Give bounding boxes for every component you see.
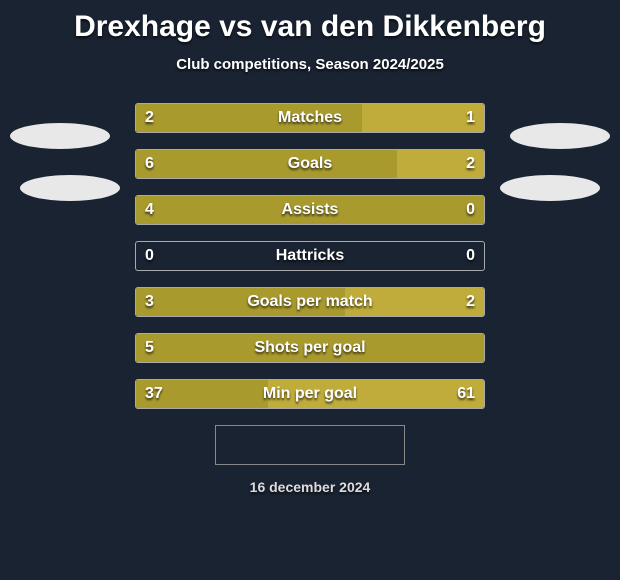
value-left: 0 (145, 241, 154, 271)
page-subtitle: Club competitions, Season 2024/2025 (0, 56, 620, 73)
stat-row: 5Shots per goal (65, 333, 555, 363)
value-left: 3 (145, 287, 154, 317)
value-right: 0 (466, 241, 475, 271)
stat-row: 00Hattricks (65, 241, 555, 271)
bar-track (135, 379, 485, 409)
footer-attribution[interactable]: FcTables.com (215, 425, 405, 465)
bar-left (136, 196, 484, 224)
page-title: Drexhage vs van den Dikkenberg (0, 0, 620, 44)
stat-row: 3761Min per goal (65, 379, 555, 409)
player-placeholder (500, 175, 600, 201)
value-left: 37 (145, 379, 163, 409)
value-right: 2 (466, 149, 475, 179)
comparison-chart: 21Matches62Goals40Assists00Hattricks32Go… (65, 103, 555, 409)
stat-row: 21Matches (65, 103, 555, 133)
player-placeholder (510, 123, 610, 149)
value-left: 6 (145, 149, 154, 179)
value-right: 0 (466, 195, 475, 225)
bar-left (136, 288, 345, 316)
bar-track (135, 241, 485, 271)
bar-right (268, 380, 484, 408)
bar-left (136, 150, 397, 178)
footer-label: FcTables.com (273, 437, 372, 454)
value-right: 61 (457, 379, 475, 409)
value-right: 2 (466, 287, 475, 317)
bar-right (345, 288, 484, 316)
value-left: 4 (145, 195, 154, 225)
bar-track (135, 287, 485, 317)
value-left: 2 (145, 103, 154, 133)
player-placeholder (10, 123, 110, 149)
value-left: 5 (145, 333, 154, 363)
bar-track (135, 103, 485, 133)
bar-track (135, 149, 485, 179)
bar-track (135, 195, 485, 225)
chart-icon (249, 433, 269, 457)
footer-date: 16 december 2024 (0, 479, 620, 495)
stat-row: 40Assists (65, 195, 555, 225)
bar-left (136, 334, 484, 362)
stat-row: 62Goals (65, 149, 555, 179)
value-right: 1 (466, 103, 475, 133)
stat-row: 32Goals per match (65, 287, 555, 317)
bar-left (136, 104, 362, 132)
player-placeholder (20, 175, 120, 201)
bar-track (135, 333, 485, 363)
